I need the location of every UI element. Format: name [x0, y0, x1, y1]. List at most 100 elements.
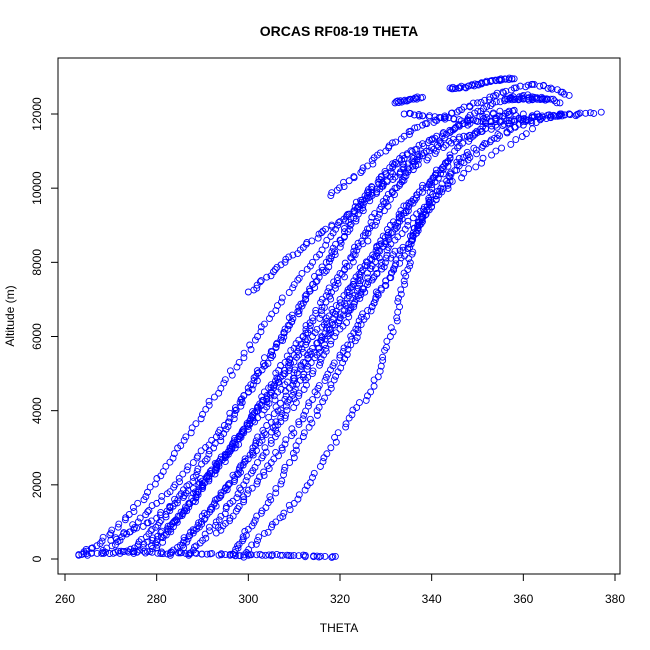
- data-point: [375, 210, 383, 218]
- data-point: [152, 523, 160, 531]
- data-point: [512, 84, 520, 92]
- data-point: [271, 396, 279, 404]
- data-point: [573, 111, 581, 119]
- data-point: [344, 341, 352, 349]
- data-point: [183, 538, 191, 546]
- data-point: [239, 428, 247, 436]
- data-point: [198, 520, 206, 528]
- data-point: [298, 345, 306, 353]
- data-point: [389, 251, 397, 259]
- data-point: [358, 167, 366, 175]
- data-point: [295, 552, 303, 560]
- data-point: [333, 186, 341, 194]
- data-point: [234, 542, 241, 550]
- data-point: [256, 278, 264, 286]
- data-point: [382, 277, 390, 285]
- data-point: [327, 381, 335, 389]
- data-point: [282, 402, 290, 410]
- data-point: [233, 494, 241, 502]
- data-point: [226, 444, 234, 452]
- data-point: [206, 527, 214, 535]
- data-point: [304, 362, 312, 370]
- data-point: [129, 504, 137, 511]
- data-point: [331, 248, 339, 256]
- data-point: [557, 110, 565, 118]
- data-point: [327, 444, 335, 452]
- data-point: [472, 146, 480, 154]
- data-point: [243, 473, 251, 481]
- data-point: [331, 251, 339, 259]
- data-point: [373, 218, 381, 225]
- data-point: [242, 531, 250, 539]
- data-point: [220, 379, 228, 387]
- data-point: [93, 542, 101, 550]
- data-point: [152, 539, 160, 547]
- data-point: [315, 403, 323, 411]
- data-point: [270, 268, 277, 276]
- data-point: [348, 335, 356, 343]
- data-points: [75, 74, 605, 561]
- data-point: [244, 525, 252, 533]
- data-point: [277, 414, 285, 421]
- data-point: [294, 307, 302, 315]
- data-point: [237, 402, 245, 410]
- data-point: [226, 414, 234, 422]
- data-point: [400, 160, 407, 168]
- data-point: [446, 177, 454, 185]
- data-point: [237, 468, 244, 476]
- data-point: [406, 110, 414, 117]
- y-tick-label: 0: [30, 555, 44, 562]
- data-point: [432, 169, 440, 177]
- data-point: [256, 473, 263, 481]
- data-point: [327, 255, 335, 263]
- data-point: [281, 414, 289, 422]
- data-point: [311, 284, 319, 292]
- data-point: [278, 446, 286, 454]
- data-point: [242, 477, 250, 485]
- data-point: [235, 502, 243, 510]
- data-point: [322, 225, 329, 233]
- data-point: [238, 399, 246, 406]
- data-point: [385, 236, 393, 244]
- data-point: [283, 378, 291, 386]
- data-point: [355, 317, 363, 325]
- data-point: [265, 413, 273, 421]
- data-point: [133, 524, 141, 532]
- data-point: [391, 225, 399, 233]
- data-point: [356, 264, 364, 272]
- data-point: [142, 493, 150, 501]
- data-point: [263, 398, 271, 406]
- data-point: [367, 307, 375, 315]
- data-point: [302, 295, 310, 303]
- data-point: [98, 537, 106, 545]
- data-point: [387, 240, 395, 248]
- data-point: [247, 551, 255, 559]
- data-point: [170, 450, 178, 457]
- data-point: [295, 389, 303, 397]
- y-tick-label: 10000: [30, 171, 44, 205]
- data-point: [301, 486, 309, 494]
- data-point: [319, 458, 327, 466]
- data-point: [285, 289, 293, 296]
- data-point: [280, 466, 288, 474]
- data-point: [419, 140, 426, 148]
- data-point: [361, 288, 369, 296]
- data-point: [469, 99, 477, 107]
- data-point: [315, 273, 323, 281]
- data-point: [391, 159, 399, 166]
- data-point: [174, 496, 182, 504]
- data-point: [455, 155, 463, 162]
- data-point: [432, 166, 440, 174]
- data-point: [536, 82, 544, 90]
- data-point: [471, 80, 479, 88]
- data-point: [460, 169, 468, 177]
- data-point: [370, 299, 378, 307]
- data-point: [273, 263, 281, 271]
- data-point: [442, 159, 450, 167]
- data-point: [350, 210, 358, 218]
- data-point: [560, 90, 568, 98]
- data-point: [508, 75, 516, 83]
- data-point: [459, 154, 467, 162]
- data-point: [335, 219, 343, 227]
- data-point: [293, 353, 301, 361]
